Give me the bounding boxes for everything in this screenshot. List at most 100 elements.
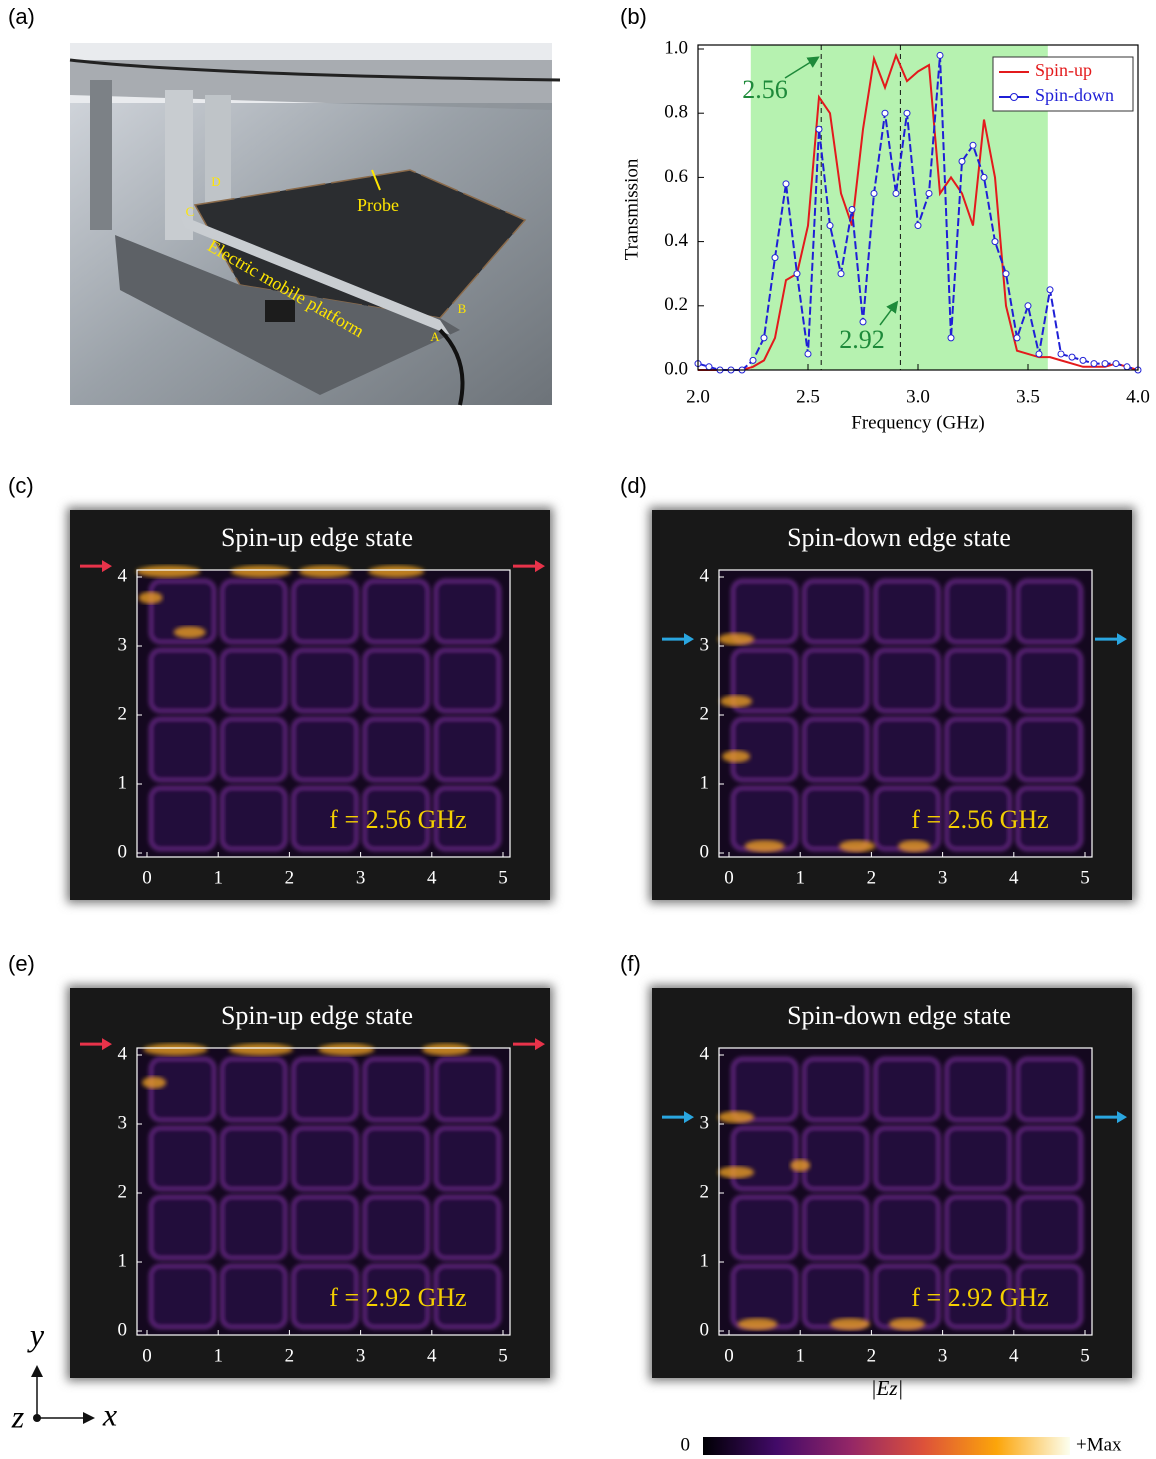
map-y-tick-label: 0 bbox=[700, 841, 710, 862]
map-cell bbox=[222, 580, 286, 642]
map-y-tick-label: 1 bbox=[118, 1250, 128, 1271]
y-tick-label: 0.4 bbox=[664, 230, 688, 251]
map-hotspot bbox=[139, 592, 163, 604]
y-tick-label: 0.2 bbox=[664, 294, 688, 315]
map-title: Spin-up edge state bbox=[221, 1001, 413, 1030]
map-x-tick-label: 1 bbox=[213, 1345, 223, 1366]
map-cell bbox=[946, 1196, 1010, 1258]
series-marker bbox=[827, 223, 833, 229]
series-marker bbox=[970, 142, 976, 148]
triad-origin bbox=[33, 1414, 41, 1422]
map-cell bbox=[151, 1058, 215, 1120]
map-cell bbox=[151, 649, 215, 711]
map-y-tick-label: 4 bbox=[118, 565, 128, 586]
map-hotspot bbox=[718, 1166, 754, 1178]
series-marker bbox=[1102, 361, 1108, 367]
map-x-tick-label: 3 bbox=[356, 867, 366, 888]
map-cell bbox=[222, 1196, 286, 1258]
map-hotspot bbox=[143, 1043, 207, 1055]
map-hotspot bbox=[368, 565, 424, 577]
map-hotspot bbox=[737, 1318, 777, 1330]
map-cell bbox=[733, 1127, 797, 1189]
map-hotspot bbox=[722, 750, 750, 762]
panel-label: (f) bbox=[620, 951, 641, 976]
map-x-tick-label: 4 bbox=[1009, 1345, 1019, 1366]
map-cell bbox=[222, 718, 286, 780]
photo-label: Probe bbox=[357, 195, 399, 215]
map-x-tick-label: 3 bbox=[938, 867, 948, 888]
map-cell bbox=[293, 1058, 357, 1120]
map-cell bbox=[222, 1265, 286, 1327]
legend-swatch-marker bbox=[1011, 94, 1018, 101]
colorbar-label: |Ez| bbox=[871, 1376, 904, 1400]
map-cell bbox=[151, 1265, 215, 1327]
series-marker bbox=[783, 181, 789, 187]
map-y-tick-label: 3 bbox=[700, 634, 710, 655]
map-y-tick-label: 2 bbox=[118, 1181, 128, 1202]
map-hotspot bbox=[318, 1043, 374, 1055]
map-hotspot bbox=[790, 1159, 810, 1171]
series-marker bbox=[1047, 287, 1053, 293]
triad-label: x bbox=[102, 1396, 117, 1432]
map-cell bbox=[293, 718, 357, 780]
map-hotspot bbox=[174, 626, 206, 638]
map-x-tick-label: 2 bbox=[867, 867, 877, 888]
map-cell bbox=[222, 1058, 286, 1120]
map-y-tick-label: 4 bbox=[118, 1043, 128, 1064]
y-tick-label: 0.8 bbox=[664, 102, 688, 123]
map-cell bbox=[1017, 1127, 1081, 1189]
map-y-tick-label: 2 bbox=[700, 1181, 710, 1202]
panel-label: (b) bbox=[620, 4, 647, 29]
map-y-tick-label: 1 bbox=[118, 772, 128, 793]
map-cell bbox=[222, 1127, 286, 1189]
series-marker bbox=[816, 126, 822, 132]
colorbar-min: 0 bbox=[681, 1434, 691, 1455]
map-cell bbox=[875, 1127, 939, 1189]
y-tick-label: 0.0 bbox=[664, 358, 688, 379]
map-hotspot bbox=[718, 633, 754, 645]
map-x-tick-label: 3 bbox=[938, 1345, 948, 1366]
map-y-tick-label: 0 bbox=[118, 1319, 128, 1340]
series-marker bbox=[871, 190, 877, 196]
map-hotspot bbox=[898, 840, 930, 852]
x-tick-label: 2.0 bbox=[686, 386, 710, 407]
map-y-tick-label: 2 bbox=[118, 703, 128, 724]
map-x-tick-label: 3 bbox=[356, 1345, 366, 1366]
map-cell bbox=[435, 649, 499, 711]
photo-label: D bbox=[211, 174, 220, 189]
map-cell bbox=[875, 1058, 939, 1120]
map-cell bbox=[1017, 718, 1081, 780]
photo-label: A bbox=[430, 329, 440, 344]
map-x-tick-label: 4 bbox=[427, 1345, 437, 1366]
legend-label: Spin-down bbox=[1035, 85, 1114, 105]
map-cell bbox=[364, 1196, 428, 1258]
map-x-tick-label: 1 bbox=[795, 867, 805, 888]
map-y-tick-label: 4 bbox=[700, 1043, 710, 1064]
map-cell bbox=[733, 1058, 797, 1120]
map-x-tick-label: 2 bbox=[867, 1345, 877, 1366]
map-frequency: f = 2.56 GHz bbox=[911, 805, 1048, 834]
map-x-tick-label: 4 bbox=[427, 867, 437, 888]
photo bbox=[70, 43, 560, 405]
map-x-tick-label: 0 bbox=[724, 1345, 734, 1366]
map-cell bbox=[435, 1196, 499, 1258]
map-x-tick-label: 1 bbox=[795, 1345, 805, 1366]
series-marker bbox=[937, 52, 943, 58]
annotation: 2.92 bbox=[839, 325, 885, 354]
series-marker bbox=[893, 190, 899, 196]
map-y-tick-label: 0 bbox=[700, 1319, 710, 1340]
x-axis-label: Frequency (GHz) bbox=[851, 412, 984, 433]
map-cell bbox=[1017, 580, 1081, 642]
map-cell bbox=[733, 1196, 797, 1258]
map-cell bbox=[1017, 1196, 1081, 1258]
map-cell bbox=[151, 718, 215, 780]
y-axis-label: Transmission bbox=[621, 158, 642, 260]
series-marker bbox=[838, 271, 844, 277]
series-marker bbox=[1025, 303, 1031, 309]
y-tick-label: 1.0 bbox=[664, 37, 688, 58]
series-marker bbox=[849, 207, 855, 213]
map-hotspot bbox=[718, 1111, 754, 1123]
map-x-tick-label: 0 bbox=[142, 867, 152, 888]
map-cell bbox=[435, 1127, 499, 1189]
map-y-tick-label: 4 bbox=[700, 565, 710, 586]
